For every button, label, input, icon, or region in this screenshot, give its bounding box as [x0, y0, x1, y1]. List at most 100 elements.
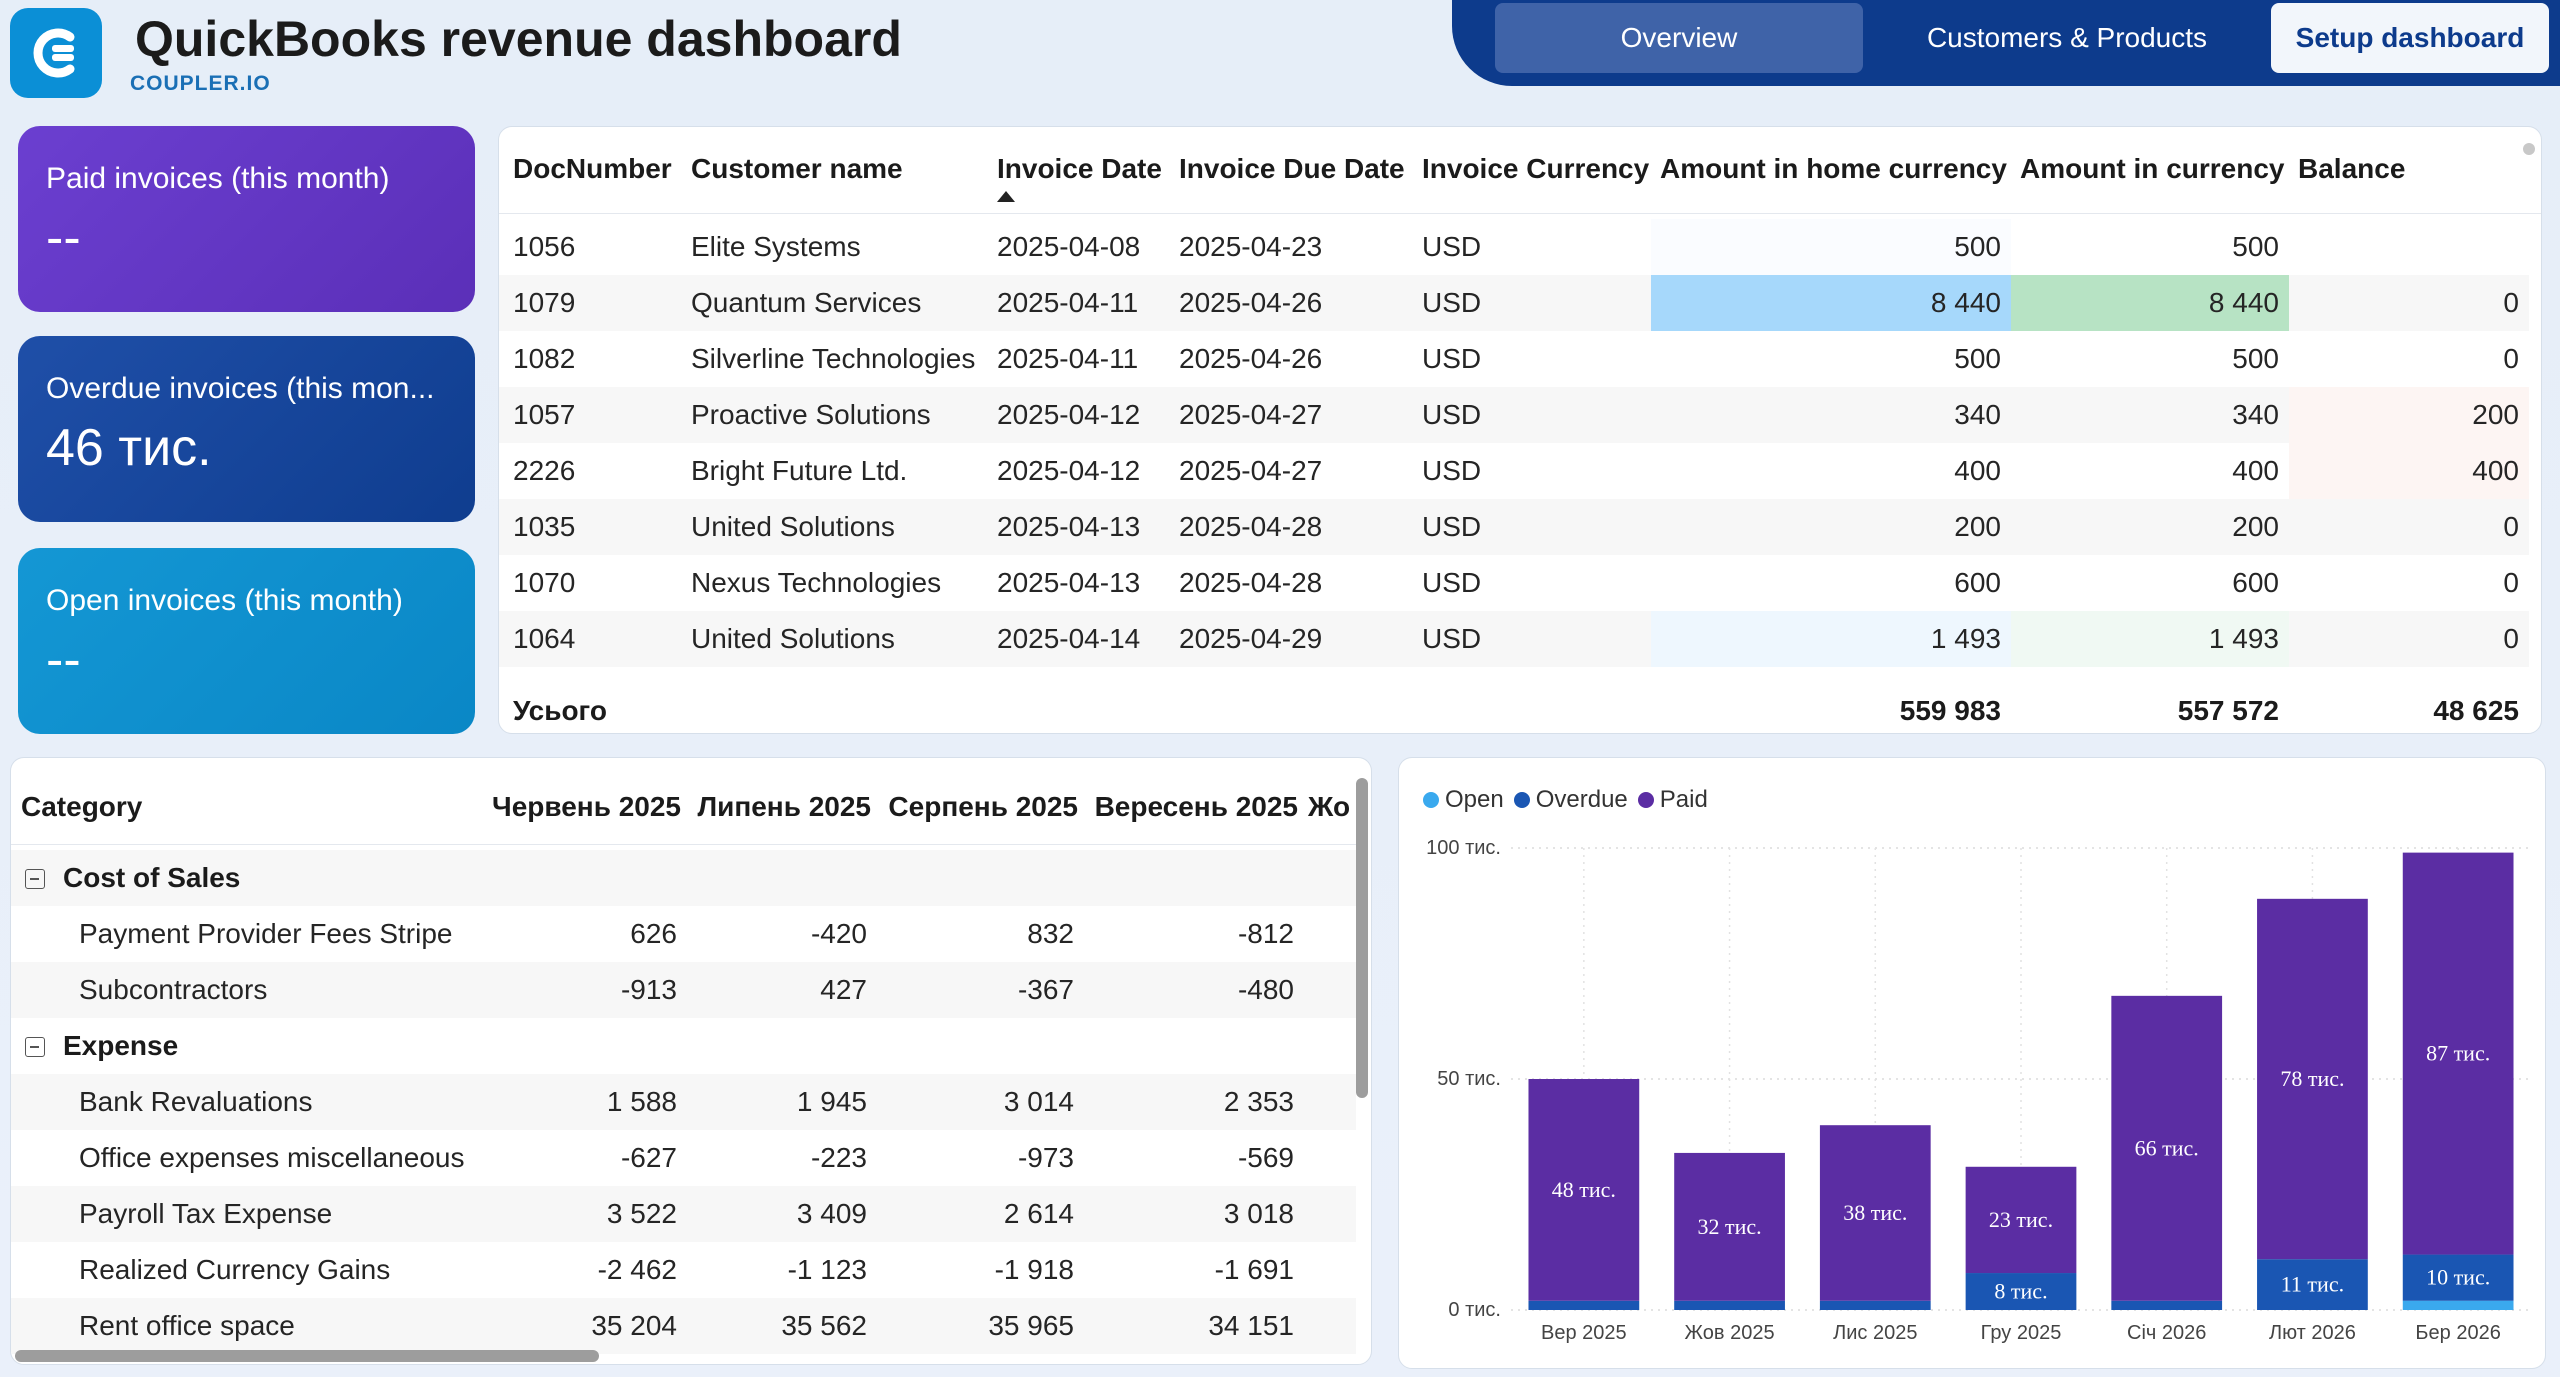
category-label: Payroll Tax Expense	[79, 1198, 333, 1229]
bar-paid[interactable]	[1528, 1079, 1640, 1301]
cell-balance: 200	[2289, 387, 2529, 443]
bar-overdue[interactable]	[2402, 1254, 2514, 1301]
table-row[interactable]: 1082 Silverline Technologies 2025-04-11 202…	[499, 331, 2529, 387]
cell-value: 3 409	[796, 1198, 867, 1229]
kpi-overdue-label: Overdue invoices (this mon...	[46, 372, 435, 405]
cell-value: -480	[1237, 974, 1294, 1005]
cell-value: 3 018	[1223, 1198, 1294, 1229]
table-row[interactable]: Payment Provider Fees Stripe 626 -420 832 -8…	[11, 906, 1356, 962]
cell-balance: 0	[2503, 567, 2519, 598]
data-label-overdue: 10 тис.	[2426, 1265, 2490, 1290]
data-label-paid: 87 тис.	[2426, 1041, 2490, 1066]
cell-value: 35 965	[988, 1310, 1074, 1341]
col-header-home-amount[interactable]: Amount in home currency	[1660, 153, 2007, 184]
col-header-currency[interactable]: Invoice Currency	[1422, 153, 1650, 184]
col-header-docnumber[interactable]: DocNumber	[513, 153, 672, 184]
table-row[interactable]: 2226 Bright Future Ltd. 2025-04-12 2025-04-…	[499, 443, 2529, 499]
bar-overdue[interactable]	[1528, 1300, 1640, 1310]
vertical-scrollbar[interactable]	[1356, 778, 1368, 1098]
table-row[interactable]: Subcontractors -913 427 -367 -480	[11, 962, 1356, 1018]
cell-docnumber: 1082	[513, 343, 576, 374]
table-row[interactable]: 1057 Proactive Solutions 2025-04-12 2025-04…	[499, 387, 2529, 443]
bar-open[interactable]	[2402, 1300, 2514, 1310]
group-row[interactable]: Expense	[11, 1018, 1356, 1074]
kpi-paid-card: Paid invoices (this month) --	[18, 126, 475, 312]
cell-currency: USD	[1422, 231, 1482, 262]
category-label: Bank Revaluations	[79, 1086, 313, 1117]
table-row[interactable]: 1035 United Solutions 2025-04-13 2025-04-28…	[499, 499, 2529, 555]
col-header-month-5[interactable]: Жо	[1308, 791, 1351, 822]
legend-open[interactable]: Open	[1423, 786, 1504, 814]
table-row[interactable]: 1079 Quantum Services 2025-04-11 2025-04-26…	[499, 275, 2529, 331]
cell-value: 3 522	[606, 1198, 677, 1229]
tab-customers-products[interactable]: Customers & Products	[1926, 22, 2208, 53]
col-header-month-1[interactable]: Червень 2025	[492, 791, 681, 822]
horizontal-scrollbar[interactable]	[15, 1350, 599, 1362]
chart-plot-area: 0 тис. 50 тис. 100 тис. 48 тис. Вер 2025 32 т…	[1426, 837, 2531, 1344]
cell-customer: Elite Systems	[691, 231, 861, 262]
bar-overdue[interactable]	[1965, 1273, 2077, 1310]
col-header-amount[interactable]: Amount in currency	[2020, 153, 2285, 184]
cell-docnumber: 1057	[513, 399, 576, 430]
cell-currency: USD	[1422, 399, 1482, 430]
table-row[interactable]: 1056 Elite Systems 2025-04-08 2025-04-23 USD…	[499, 219, 2529, 275]
collapse-icon[interactable]	[25, 869, 45, 889]
legend-open-label: Open	[1445, 786, 1504, 813]
col-header-month-3[interactable]: Серпень 2025	[888, 791, 1078, 822]
col-header-month-4[interactable]: Вересень 2025	[1094, 791, 1298, 822]
legend-paid-label: Paid	[1659, 786, 1708, 813]
table-row[interactable]: Payroll Tax Expense 3 522 3 409 2 614 3 018	[11, 1186, 1356, 1242]
bar-overdue[interactable]	[2257, 1259, 2368, 1310]
chart-legend: Open Overdue Paid	[1423, 786, 1708, 814]
x-tick-label: Вер 2025	[1541, 1322, 1627, 1344]
col-header-balance[interactable]: Balance	[2298, 153, 2406, 184]
legend-paid[interactable]: Paid	[1637, 786, 1708, 814]
col-header-due-date[interactable]: Invoice Due Date	[1179, 153, 1405, 184]
cell-invoice-date: 2025-04-08	[997, 231, 1141, 262]
bar-paid[interactable]	[1674, 1152, 1785, 1301]
bar-overdue[interactable]	[1819, 1300, 1931, 1310]
bar-paid[interactable]	[1819, 1125, 1931, 1301]
bar-overdue[interactable]	[1674, 1300, 1785, 1310]
cell-balance: 0	[2503, 287, 2519, 318]
col-header-month-2[interactable]: Липень 2025	[697, 791, 871, 822]
data-label-paid: 48 тис.	[1552, 1177, 1616, 1202]
data-label-paid: 38 тис.	[1843, 1200, 1907, 1225]
bar-paid[interactable]	[2111, 995, 2223, 1301]
table-row[interactable]: Office expenses miscellaneous -627 -223 -97…	[11, 1130, 1356, 1186]
total-label: Усього	[513, 695, 607, 726]
tab-overview[interactable]: Overview	[1495, 3, 1863, 73]
table-row[interactable]: Rent office space 35 204 35 562 35 965 34 15…	[11, 1298, 1356, 1354]
bar-paid[interactable]	[2402, 852, 2514, 1255]
bar-paid[interactable]	[2257, 898, 2368, 1260]
collapse-icon[interactable]	[25, 1037, 45, 1057]
cell-currency: USD	[1422, 623, 1482, 654]
cell-value	[681, 1018, 871, 1074]
cell-home-amount: 200	[1954, 511, 2001, 542]
scrollbar[interactable]	[2523, 143, 2535, 155]
bar-paid[interactable]	[1965, 1166, 2077, 1274]
cell-value: -2 462	[597, 1254, 677, 1285]
page-title: QuickBooks revenue dashboard	[135, 11, 902, 67]
cell-invoice-date: 2025-04-13	[997, 511, 1141, 542]
x-tick-label: Жов 2025	[1685, 1322, 1775, 1344]
setup-dashboard-button[interactable]: Setup dashboard	[2271, 3, 2549, 73]
bar-overdue[interactable]	[2111, 1300, 2223, 1310]
table-row[interactable]: Realized Currency Gains -2 462 -1 123 -1 91…	[11, 1242, 1356, 1298]
group-row[interactable]: Cost of Sales	[11, 850, 1356, 906]
group-label: Cost of Sales	[63, 862, 241, 893]
col-header-category[interactable]: Category	[21, 791, 143, 822]
cell-invoice-date: 2025-04-12	[997, 455, 1141, 486]
data-label-paid: 66 тис.	[2135, 1135, 2199, 1160]
table-row[interactable]: 1064 United Solutions 2025-04-14 2025-04-29…	[499, 611, 2529, 667]
kpi-open-label: Open invoices (this month)	[46, 584, 403, 617]
legend-overdue[interactable]: Overdue	[1513, 786, 1628, 814]
cell-amount: 600	[2232, 567, 2279, 598]
cell-value: -1 691	[1214, 1254, 1294, 1285]
table-row[interactable]: 1070 Nexus Technologies 2025-04-13 2025-04-…	[499, 555, 2529, 611]
col-header-invoice-date[interactable]: Invoice Date	[997, 153, 1162, 184]
data-label-overdue: 8 тис.	[1994, 1279, 2047, 1304]
cell-value: -1 123	[787, 1254, 867, 1285]
col-header-customer[interactable]: Customer name	[691, 153, 903, 184]
table-row[interactable]: Bank Revaluations 1 588 1 945 3 014 2 353	[11, 1074, 1356, 1130]
